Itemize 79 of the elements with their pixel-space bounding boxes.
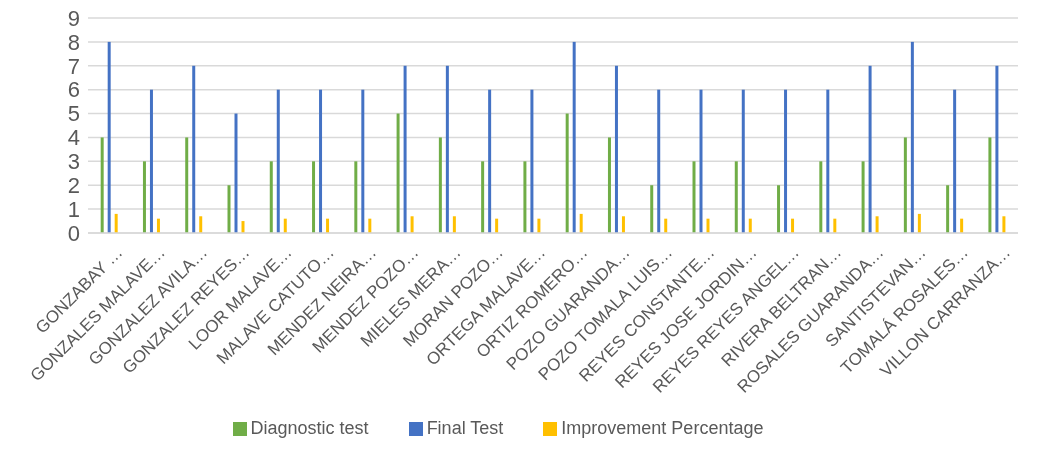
bar <box>861 161 865 233</box>
bar <box>903 137 907 233</box>
bar <box>706 218 710 233</box>
bar <box>784 89 788 233</box>
bar <box>988 137 992 233</box>
bar <box>960 218 964 233</box>
y-tick-label: 7 <box>67 53 80 79</box>
bar <box>312 161 316 233</box>
bar <box>227 185 231 233</box>
bar <box>748 218 752 233</box>
bar <box>488 89 492 233</box>
bar <box>142 161 146 233</box>
bar <box>699 89 703 233</box>
bar <box>565 113 569 233</box>
bar <box>410 216 414 233</box>
bar <box>607 137 611 233</box>
bar <box>354 161 358 233</box>
bar <box>234 113 238 233</box>
bar <box>276 89 280 233</box>
y-tick-label: 0 <box>67 220 80 246</box>
bar <box>946 185 950 233</box>
y-tick-label: 1 <box>67 196 80 222</box>
bar <box>734 161 738 233</box>
bar <box>114 213 118 233</box>
bar <box>192 65 196 233</box>
y-tick-label: 4 <box>67 125 80 151</box>
bar <box>396 113 400 233</box>
bar <box>269 161 273 233</box>
y-tick-label: 3 <box>67 149 80 175</box>
bar <box>741 89 745 233</box>
bar <box>100 137 104 233</box>
bar <box>572 41 576 233</box>
bar <box>241 221 245 233</box>
legend-label: Final Test <box>426 418 504 438</box>
legend-label: Improvement Percentage <box>561 418 764 438</box>
bar <box>107 41 111 233</box>
bar <box>530 89 534 233</box>
bar <box>692 161 696 233</box>
bar <box>910 41 914 233</box>
bar <box>995 65 999 233</box>
bar <box>368 218 372 233</box>
bar <box>657 89 661 233</box>
bar <box>868 65 872 233</box>
bar <box>537 218 541 233</box>
bar <box>495 218 499 233</box>
bar <box>833 218 837 233</box>
bar <box>819 161 823 233</box>
bar <box>777 185 781 233</box>
bar <box>438 137 442 233</box>
bar <box>953 89 957 233</box>
bar <box>452 216 456 233</box>
bar <box>791 218 795 233</box>
bar <box>481 161 485 233</box>
bar <box>579 213 583 233</box>
y-tick-label: 6 <box>67 77 80 103</box>
bar <box>917 213 921 233</box>
bar <box>650 185 654 233</box>
bar <box>664 218 668 233</box>
bar <box>445 65 449 233</box>
y-tick-label: 2 <box>67 173 80 199</box>
bar <box>283 218 287 233</box>
bar <box>149 89 153 233</box>
bar <box>156 218 160 233</box>
legend-label: Diagnostic test <box>250 418 369 438</box>
y-tick-label: 8 <box>67 29 80 55</box>
bar <box>199 216 203 233</box>
bar <box>185 137 189 233</box>
bar <box>326 218 330 233</box>
bar <box>361 89 365 233</box>
bar <box>621 216 625 233</box>
bar <box>614 65 618 233</box>
bar <box>319 89 323 233</box>
bar <box>1002 216 1006 233</box>
bar <box>875 216 879 233</box>
bar <box>523 161 527 233</box>
bar <box>403 65 407 233</box>
y-tick-label: 9 <box>67 5 80 31</box>
y-tick-label: 5 <box>67 101 80 127</box>
bar <box>826 89 830 233</box>
